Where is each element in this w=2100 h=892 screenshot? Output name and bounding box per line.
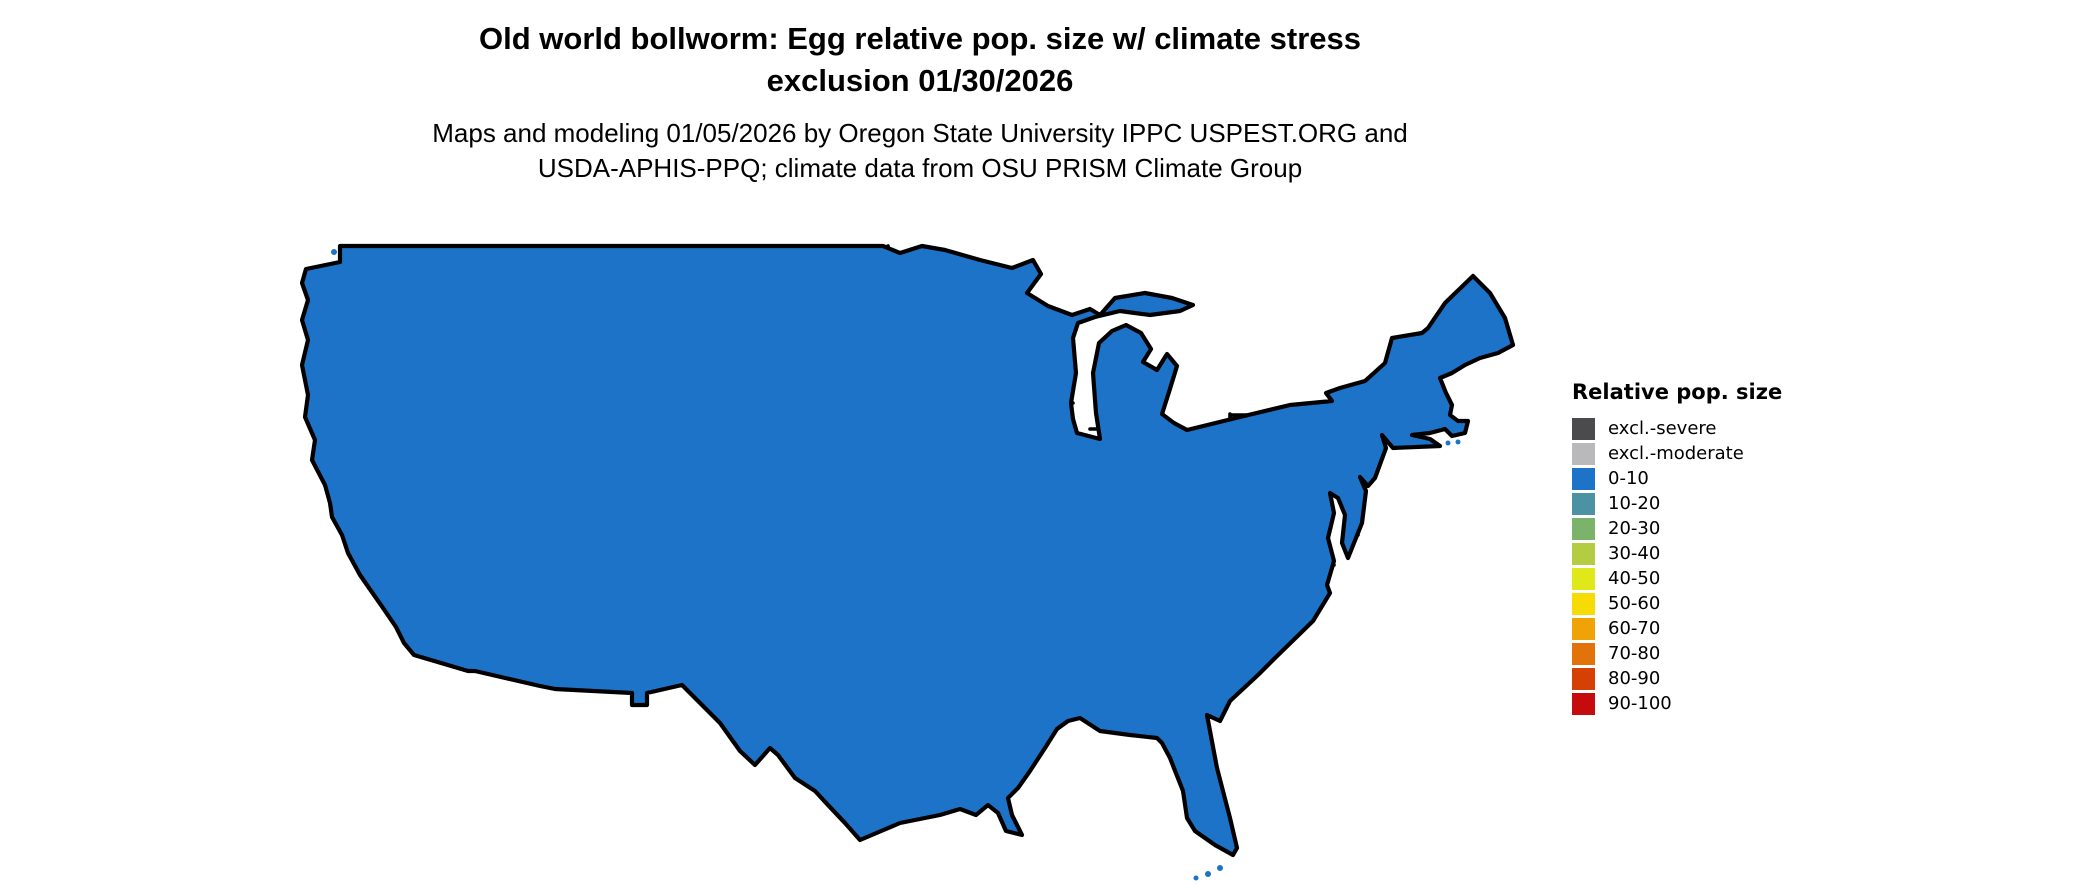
- legend-label: excl.-moderate: [1608, 443, 1744, 464]
- map-attribution: Maps and modeling 01/05/2026 by Oregon S…: [250, 116, 1590, 186]
- lake-michigan: [1072, 329, 1095, 427]
- legend-swatch-0-10: [1572, 467, 1595, 490]
- legend: Relative pop. size excl.-severe excl.-mo…: [1572, 380, 1952, 716]
- legend-label: 40-50: [1608, 568, 1661, 589]
- legend-title: Relative pop. size: [1572, 380, 1783, 404]
- legend-label: 70-80: [1608, 643, 1661, 664]
- legend-item: excl.-severe: [1572, 416, 1952, 441]
- lake-huron: [1148, 315, 1205, 375]
- legend-label: 60-70: [1608, 618, 1661, 639]
- legend-label: 20-30: [1608, 518, 1661, 539]
- legend-item: 10-20: [1572, 491, 1952, 516]
- legend-swatch-80-90: [1572, 667, 1595, 690]
- legend-label: 90-100: [1608, 693, 1672, 714]
- legend-swatch-90-100: [1572, 692, 1595, 715]
- legend-item: 80-90: [1572, 666, 1952, 691]
- legend-swatch-10-20: [1572, 492, 1595, 515]
- legend-item: 70-80: [1572, 641, 1952, 666]
- legend-swatch-50-60: [1572, 592, 1595, 615]
- legend-item: 0-10: [1572, 466, 1952, 491]
- legend-item: 90-100: [1572, 691, 1952, 716]
- legend-swatch-70-80: [1572, 642, 1595, 665]
- subtitle-line-2: USDA-APHIS-PPQ; climate data from OSU PR…: [537, 153, 1303, 183]
- legend-label: 30-40: [1608, 543, 1661, 564]
- title-line-1: Old world bollworm: Egg relative pop. si…: [479, 21, 1361, 56]
- legend-label: 10-20: [1608, 493, 1661, 514]
- legend-item: 50-60: [1572, 591, 1952, 616]
- legend-item: 60-70: [1572, 616, 1952, 641]
- legend-item: 20-30: [1572, 516, 1952, 541]
- legend-swatch-40-50: [1572, 567, 1595, 590]
- adirondacks-shape: [1330, 341, 1375, 375]
- legend-swatch-20-30: [1572, 517, 1595, 540]
- legend-item: 30-40: [1572, 541, 1952, 566]
- title-line-2: exclusion 01/30/2026: [766, 63, 1074, 98]
- legend-swatch-30-40: [1572, 542, 1595, 565]
- subtitle-line-1: Maps and modeling 01/05/2026 by Oregon S…: [432, 118, 1408, 148]
- us-map: [300, 243, 1540, 892]
- legend-label: 80-90: [1608, 668, 1661, 689]
- us-outline-stroke: [302, 246, 1513, 855]
- legend-swatch-excl-severe: [1572, 417, 1595, 440]
- page-title: Old world bollworm: Egg relative pop. si…: [300, 18, 1540, 102]
- lake-superior: [1026, 249, 1193, 315]
- legend-item: 40-50: [1572, 566, 1952, 591]
- legend-swatch-excl-moderate: [1572, 442, 1595, 465]
- legend-label: 0-10: [1608, 468, 1649, 489]
- us-map-svg: [300, 243, 1540, 881]
- legend-label: excl.-severe: [1608, 418, 1717, 439]
- legend-label: 50-60: [1608, 593, 1661, 614]
- legend-swatch-60-70: [1572, 617, 1595, 640]
- legend-item: excl.-moderate: [1572, 441, 1952, 466]
